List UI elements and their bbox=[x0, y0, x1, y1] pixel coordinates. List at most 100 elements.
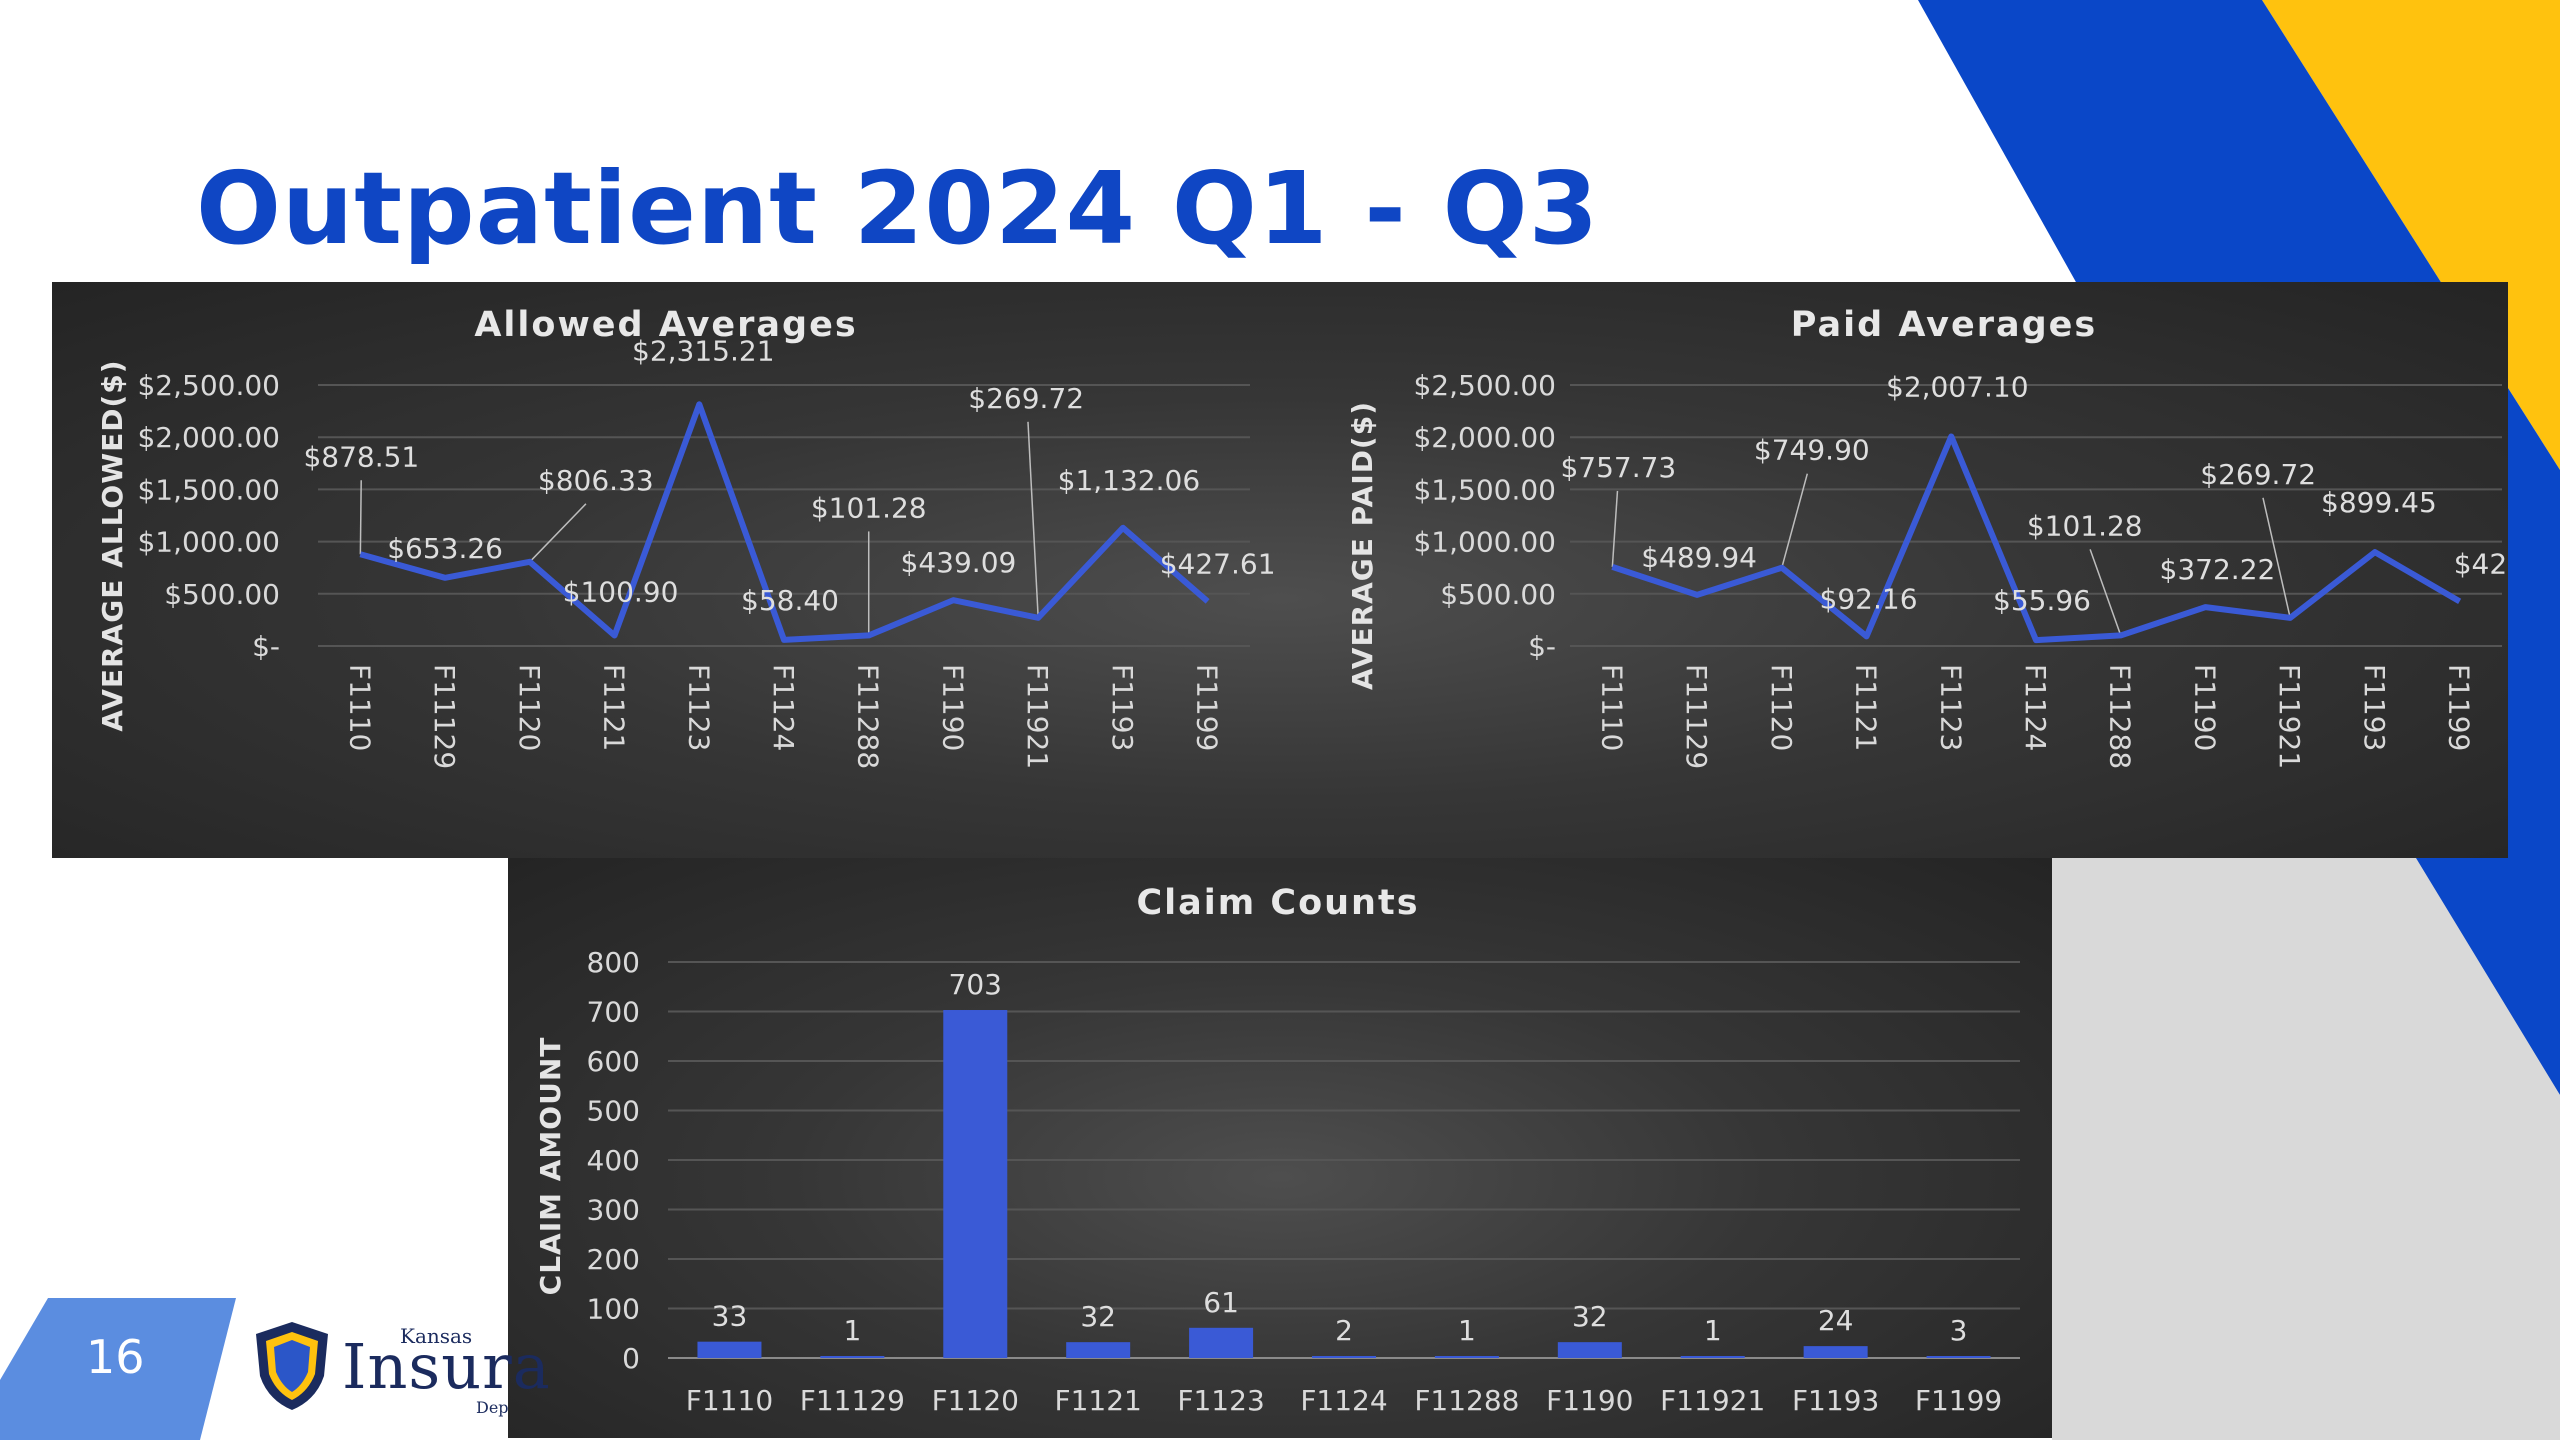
data-label: $101.28 bbox=[811, 491, 927, 524]
bar bbox=[1680, 1356, 1745, 1358]
y-tick-label: 500 bbox=[587, 1095, 640, 1128]
y-tick-label: $500.00 bbox=[164, 578, 280, 611]
allowed-averages-chart: $- $500.00 $1,000.00 $1,500.00 $2,000.00 $2,5… bbox=[96, 305, 1276, 769]
data-label: 61 bbox=[1203, 1286, 1239, 1319]
data-label: $2,315.21 bbox=[632, 334, 775, 367]
x-tick-label: F11129 bbox=[1680, 664, 1713, 769]
y-tick-label: $1,000.00 bbox=[1413, 526, 1556, 559]
data-label: $269.72 bbox=[968, 382, 1084, 415]
data-label: 3 bbox=[1950, 1314, 1968, 1347]
kansas-insurance-logo: Kansas Insura Dep bbox=[250, 1318, 550, 1418]
x-tick-label: F11288 bbox=[1414, 1384, 1519, 1417]
bar bbox=[1557, 1342, 1622, 1358]
bar bbox=[1926, 1356, 1991, 1358]
x-tick-label: F11129 bbox=[800, 1384, 905, 1417]
data-label: 1 bbox=[1458, 1314, 1476, 1347]
leader-line bbox=[1027, 421, 1039, 618]
bar bbox=[697, 1341, 762, 1358]
data-label: $100.90 bbox=[563, 575, 679, 608]
data-label: 1 bbox=[843, 1314, 861, 1347]
x-tick-label: F1193 bbox=[2358, 664, 2391, 751]
leader-line bbox=[529, 503, 587, 563]
y-tick-label: 300 bbox=[587, 1194, 640, 1227]
y-tick-label: 700 bbox=[587, 996, 640, 1029]
x-tick-label: F1199 bbox=[2443, 664, 2476, 751]
claim-counts-chart: 0 100 200 300 400 500 600 700 800 Claim Counts CLA… bbox=[534, 883, 2020, 1417]
data-label: $269.72 bbox=[2200, 458, 2316, 491]
x-tick-label: F1121 bbox=[1054, 1384, 1141, 1417]
data-label: $58.40 bbox=[741, 584, 839, 617]
x-tick-label: F1190 bbox=[1546, 1384, 1633, 1417]
data-label: $757.73 bbox=[1560, 451, 1676, 484]
slide-title: Outpatient 2024 Q1 - Q3 bbox=[196, 150, 1600, 267]
y-tick-label: $2,500.00 bbox=[1413, 369, 1556, 402]
x-tick-label: F1120 bbox=[513, 664, 546, 751]
page-tab bbox=[0, 1298, 236, 1440]
data-label: $372.22 bbox=[2160, 553, 2276, 586]
y-tick-label: $1,500.00 bbox=[137, 473, 280, 506]
data-label: $439.09 bbox=[901, 546, 1017, 579]
averages-panel: $- $500.00 $1,000.00 $1,500.00 $2,000.00 $2,5… bbox=[52, 282, 2508, 858]
data-label: $92.16 bbox=[1820, 582, 1918, 615]
x-tick-label: F1120 bbox=[932, 1384, 1019, 1417]
data-label: $2,007.10 bbox=[1886, 370, 2029, 403]
x-tick-label: F1110 bbox=[1595, 664, 1628, 751]
data-label: $653.26 bbox=[387, 532, 503, 565]
data-label: $878.51 bbox=[303, 440, 419, 473]
chart-title: Allowed Averages bbox=[474, 305, 857, 345]
x-tick-label: F1190 bbox=[936, 664, 969, 751]
logo-small-text: Kansas bbox=[400, 1324, 473, 1348]
data-label: 32 bbox=[1572, 1300, 1608, 1333]
y-tick-label: $- bbox=[1528, 630, 1556, 663]
x-tick-label: F1190 bbox=[2188, 664, 2221, 751]
y-tick-label: 800 bbox=[587, 946, 640, 979]
bar bbox=[1434, 1356, 1499, 1358]
leader-line bbox=[359, 480, 362, 555]
gray-corner bbox=[2052, 858, 2560, 1440]
logo-sub-text: Dep bbox=[476, 1398, 509, 1417]
data-label: 33 bbox=[712, 1300, 748, 1333]
x-tick-label: F11921 bbox=[1021, 664, 1054, 769]
y-tick-label: 200 bbox=[587, 1243, 640, 1276]
y-tick-label: $2,000.00 bbox=[1413, 421, 1556, 454]
y-tick-label: 600 bbox=[587, 1045, 640, 1078]
y-tick-label: $2,500.00 bbox=[137, 369, 280, 402]
x-tick-label: F11288 bbox=[852, 664, 885, 769]
bar bbox=[1189, 1327, 1254, 1358]
x-tick-label: F11921 bbox=[1660, 1384, 1765, 1417]
y-tick-label: $1,500.00 bbox=[1413, 473, 1556, 506]
data-label: $55.96 bbox=[1993, 584, 2091, 617]
x-tick-label: F1199 bbox=[1191, 664, 1224, 751]
x-tick-label: F1199 bbox=[1915, 1384, 2002, 1417]
y-tick-label: $1,000.00 bbox=[137, 526, 280, 559]
data-label: $101.28 bbox=[2027, 509, 2143, 542]
y-axis-label: AVERAGE ALLOWED($) bbox=[96, 359, 129, 731]
x-tick-label: F1110 bbox=[343, 664, 376, 751]
y-tick-label: 100 bbox=[587, 1293, 640, 1326]
bar bbox=[1312, 1356, 1376, 1358]
x-tick-label: F1193 bbox=[1792, 1384, 1879, 1417]
x-tick-label: F11288 bbox=[2104, 664, 2137, 769]
series-line bbox=[359, 401, 1210, 643]
data-label: $806.33 bbox=[538, 464, 654, 497]
y-tick-label: $500.00 bbox=[1440, 578, 1556, 611]
y-tick-label: 400 bbox=[587, 1144, 640, 1177]
x-tick-label: F1123 bbox=[1177, 1384, 1264, 1417]
chart-title: Paid Averages bbox=[1791, 305, 2097, 345]
y-axis-label: AVERAGE PAID($) bbox=[1346, 401, 1379, 690]
shield-icon bbox=[256, 1322, 328, 1410]
leader-line bbox=[1781, 473, 1809, 568]
x-tick-label: F11921 bbox=[2273, 664, 2306, 769]
data-label: 1 bbox=[1704, 1314, 1722, 1347]
data-label: $427.61 bbox=[1160, 547, 1276, 580]
series-line bbox=[1611, 433, 2462, 644]
x-tick-label: F1121 bbox=[1850, 664, 1883, 751]
y-tick-label: $- bbox=[252, 630, 280, 663]
bar bbox=[820, 1356, 885, 1358]
leader-line bbox=[2089, 549, 2122, 636]
data-label: $1,132.06 bbox=[1058, 464, 1201, 497]
leader-line bbox=[1611, 490, 1619, 567]
y-axis-label: CLAIM AMOUNT bbox=[534, 1037, 567, 1296]
data-label: $749.90 bbox=[1754, 434, 1870, 467]
page-number: 16 bbox=[86, 1330, 145, 1384]
